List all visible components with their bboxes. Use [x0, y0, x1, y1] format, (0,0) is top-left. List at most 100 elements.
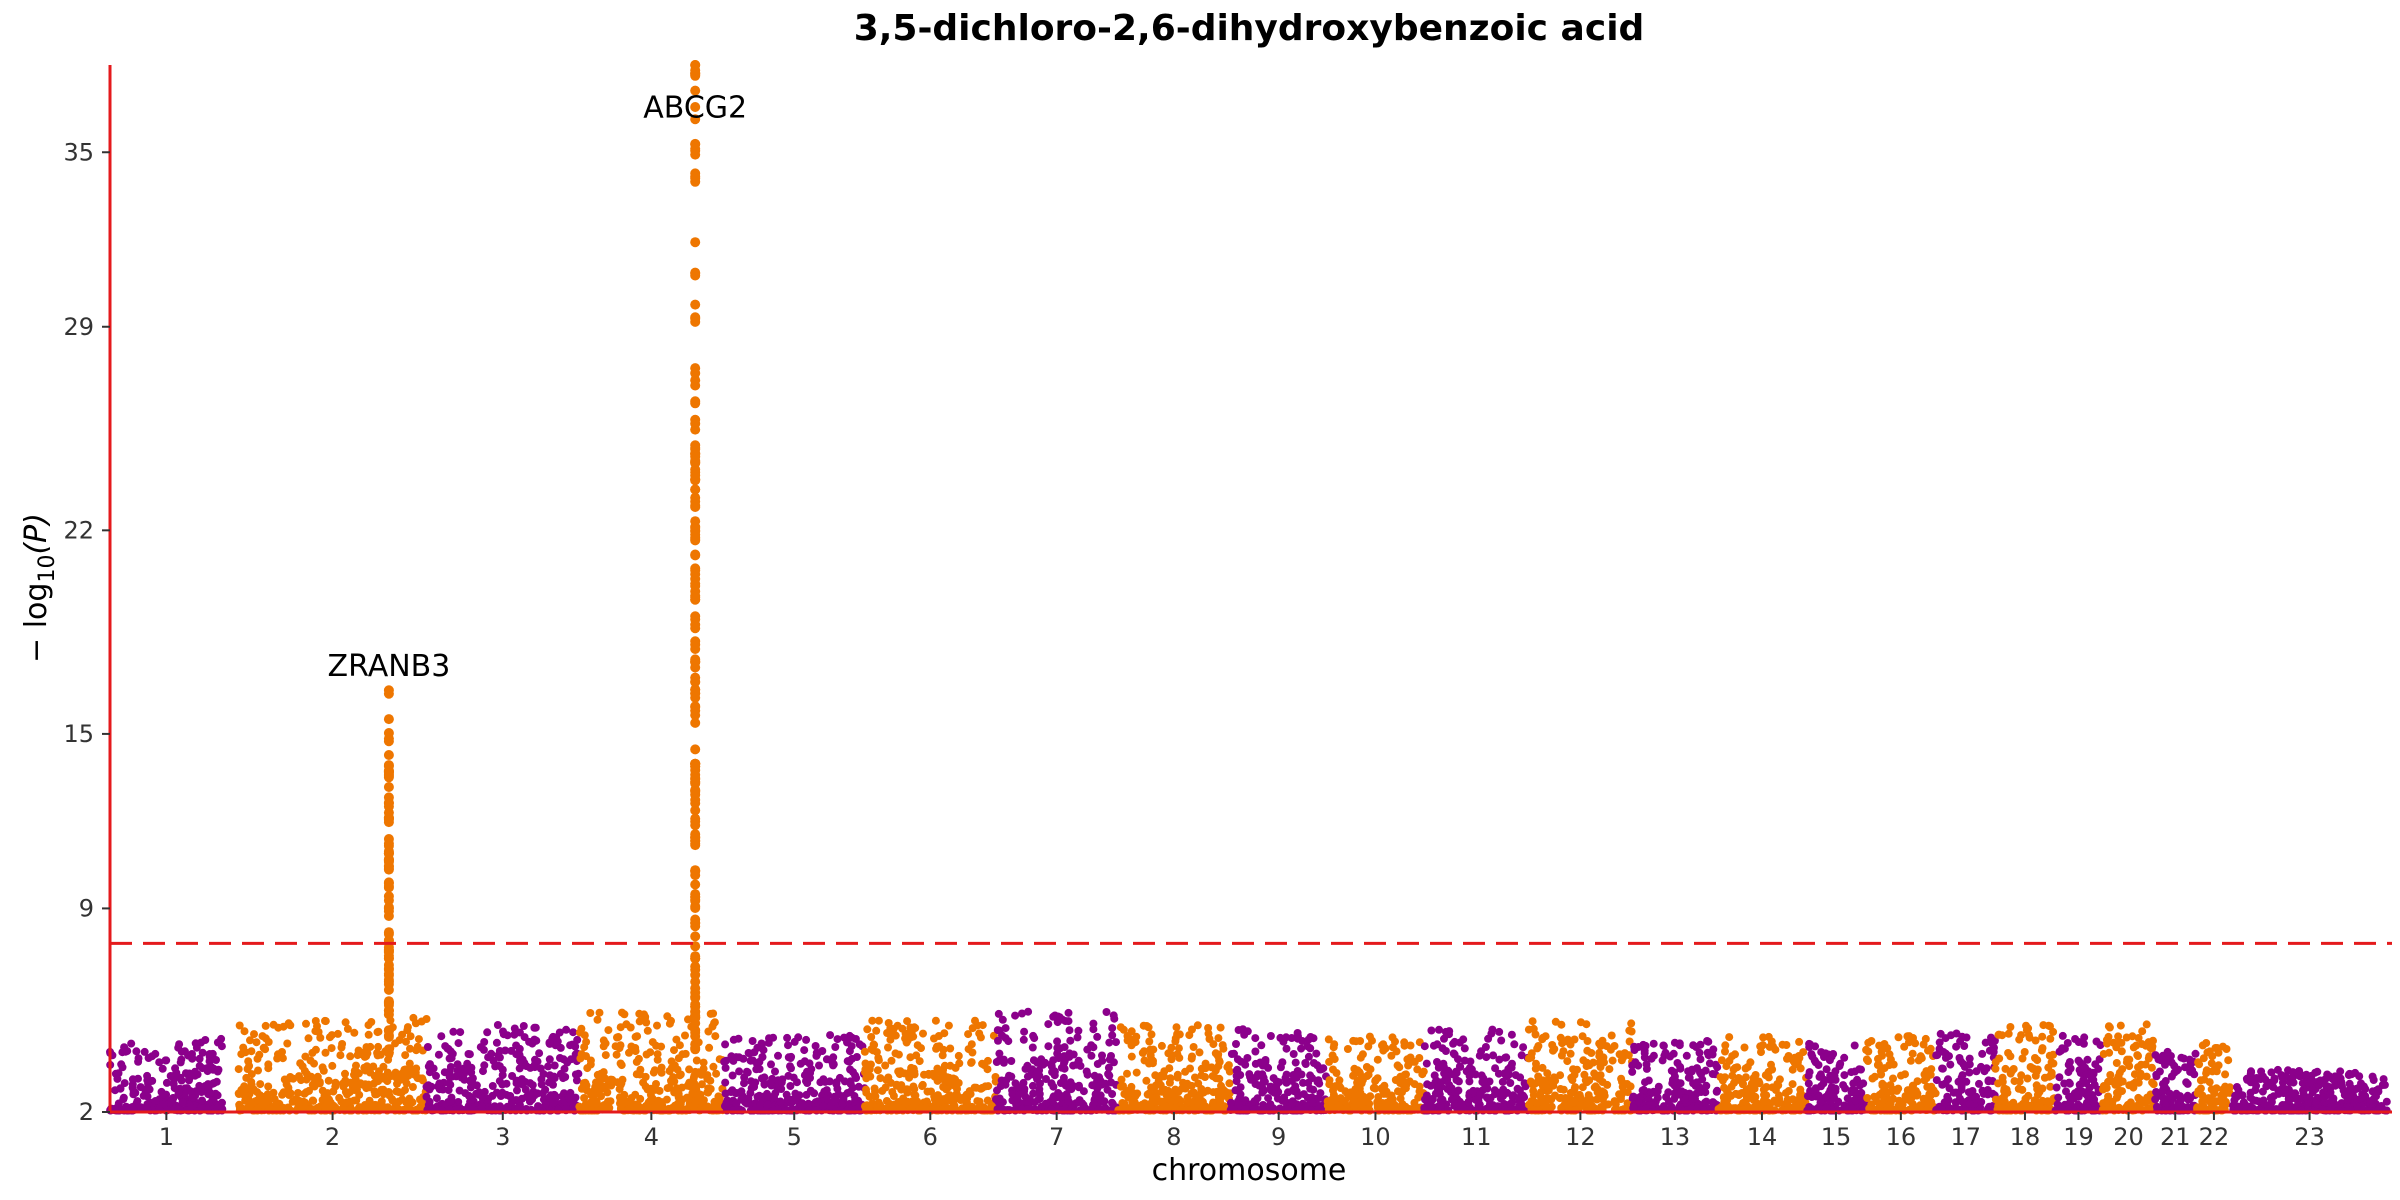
data-point — [915, 1057, 924, 1066]
data-point — [1857, 1088, 1866, 1097]
data-point — [1932, 1051, 1941, 1060]
data-point — [2094, 1064, 2103, 1073]
data-point — [1580, 1070, 1589, 1079]
data-point — [1378, 1041, 1386, 1050]
data-point — [627, 1099, 636, 1108]
data-point — [1556, 1085, 1565, 1093]
data-point — [596, 1076, 604, 1085]
data-point — [2052, 1083, 2061, 1092]
data-point — [1464, 1097, 1473, 1106]
data-point — [860, 1047, 869, 1056]
data-point — [615, 1093, 624, 1102]
data-point — [380, 1103, 389, 1112]
data-point — [2026, 1063, 2035, 1071]
data-point — [1373, 1055, 1382, 1064]
data-point — [1570, 1084, 1579, 1093]
data-point — [388, 1095, 396, 1104]
data-point — [936, 1097, 945, 1106]
data-point — [854, 1104, 863, 1113]
data-point — [2046, 1082, 2055, 1091]
data-point — [582, 1052, 590, 1061]
data-point — [907, 1025, 916, 1034]
data-point — [1330, 1040, 1339, 1049]
data-point — [1731, 1063, 1740, 1072]
data-point — [1590, 1083, 1599, 1092]
data-point — [466, 1083, 475, 1092]
data-point — [1903, 1095, 1912, 1104]
data-point — [1250, 1097, 1259, 1106]
data-point — [1575, 1090, 1584, 1099]
data-point — [244, 1057, 253, 1066]
data-point — [1366, 1092, 1375, 1101]
data-point — [905, 1073, 914, 1082]
data-point — [2054, 1093, 2063, 1102]
data-point — [993, 1026, 1002, 1035]
data-point — [1053, 1018, 1062, 1027]
data-point — [1276, 1063, 1285, 1072]
data-point — [1944, 1075, 1952, 1084]
data-point — [1784, 1087, 1793, 1095]
data-point — [1415, 1054, 1424, 1062]
data-point — [1570, 1098, 1579, 1107]
data-point — [1418, 1070, 1427, 1079]
data-point — [1840, 1053, 1849, 1062]
data-point — [384, 1055, 393, 1064]
data-point — [1377, 1100, 1386, 1108]
data-point — [625, 1048, 633, 1057]
data-point — [1841, 1103, 1850, 1112]
data-point — [2116, 1021, 2125, 1030]
data-point — [1454, 1086, 1463, 1095]
chromosome-1-points — [106, 1034, 227, 1115]
data-point — [1460, 1056, 1469, 1065]
data-point — [1661, 1048, 1670, 1057]
data-point — [2063, 1039, 2072, 1047]
data-point — [1132, 1068, 1141, 1077]
chromosome-11-points — [1420, 1025, 1532, 1115]
data-point — [191, 1067, 199, 1076]
data-point — [1435, 1025, 1443, 1034]
data-point — [412, 1046, 421, 1055]
data-point — [940, 1029, 949, 1038]
data-point — [1536, 1088, 1545, 1097]
data-point — [397, 1088, 406, 1097]
data-point — [1074, 1026, 1083, 1035]
data-point — [1617, 1092, 1625, 1101]
data-point — [1563, 1035, 1572, 1044]
data-point — [2049, 1027, 2058, 1036]
data-point — [353, 1068, 361, 1077]
data-point — [1731, 1050, 1739, 1059]
data-point — [909, 1082, 918, 1091]
data-point — [176, 1073, 185, 1082]
data-point — [1105, 1071, 1114, 1080]
data-point — [670, 1046, 678, 1055]
data-point — [256, 1096, 265, 1105]
data-point — [968, 1048, 977, 1057]
data-point — [721, 1063, 730, 1072]
data-point — [284, 1083, 293, 1092]
data-point — [1919, 1040, 1928, 1049]
data-point — [1465, 1077, 1474, 1086]
data-point — [1923, 1082, 1932, 1091]
data-point — [1625, 1037, 1634, 1046]
data-point — [1991, 1064, 2000, 1073]
data-point — [1531, 1030, 1540, 1039]
data-point — [273, 1054, 282, 1063]
data-point — [1108, 1100, 1117, 1109]
data-point — [1188, 1025, 1196, 1034]
data-point — [1491, 1090, 1499, 1099]
data-point — [2134, 1093, 2143, 1102]
data-point — [1641, 1078, 1649, 1087]
data-point — [1585, 1061, 1594, 1070]
data-point — [566, 1041, 575, 1050]
data-point — [887, 1056, 896, 1065]
data-point — [343, 1024, 352, 1033]
data-point — [593, 1015, 602, 1024]
data-point — [601, 1039, 610, 1048]
data-point — [1607, 1031, 1616, 1040]
data-point — [1994, 1030, 2003, 1039]
data-point — [599, 1068, 608, 1077]
data-point — [1388, 1033, 1397, 1042]
data-point — [2020, 1048, 2029, 1056]
data-point — [545, 1055, 554, 1064]
data-point — [2006, 1023, 2015, 1031]
